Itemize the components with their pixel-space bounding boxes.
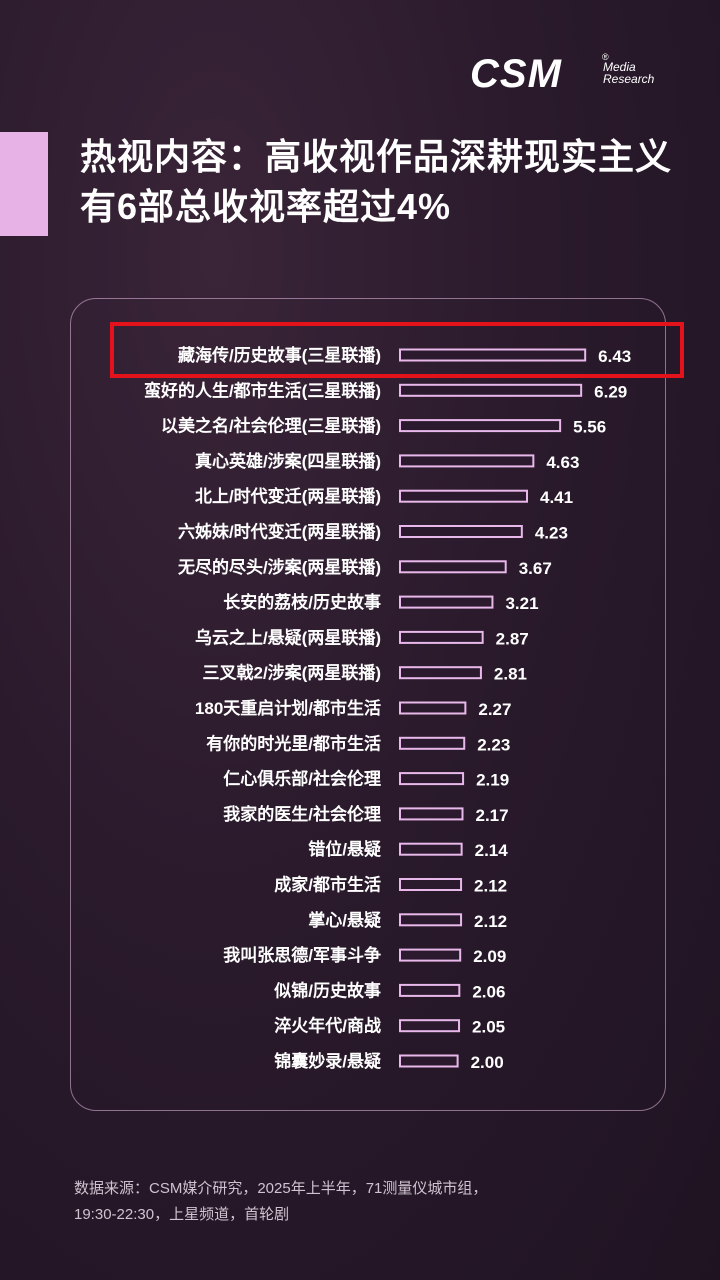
value-label: 2.19 bbox=[476, 771, 509, 790]
value-label: 2.27 bbox=[478, 700, 511, 719]
page-title: 热视内容：高收视作品深耕现实主义 有6部总收视率超过4% bbox=[80, 132, 700, 232]
value-label: 2.81 bbox=[494, 665, 527, 684]
bar bbox=[399, 842, 463, 856]
category-label: 我叫张思德/军事斗争 bbox=[223, 945, 381, 965]
bar bbox=[399, 560, 507, 574]
value-label: 5.56 bbox=[573, 418, 606, 437]
value-label: 2.14 bbox=[475, 841, 509, 860]
bar bbox=[399, 348, 587, 362]
bar bbox=[399, 807, 464, 821]
bar bbox=[399, 630, 484, 644]
category-label: 180天重启计划/都市生活 bbox=[195, 698, 381, 718]
category-label: 六姊妹/时代变迁(两星联播) bbox=[178, 522, 381, 542]
bar bbox=[399, 383, 583, 397]
value-label: 2.12 bbox=[474, 877, 507, 896]
value-label: 6.29 bbox=[594, 382, 627, 401]
value-label: 2.06 bbox=[472, 982, 505, 1001]
category-label: 锦囊妙录/悬疑 bbox=[274, 1051, 381, 1071]
accent-bar bbox=[0, 132, 48, 236]
bar bbox=[399, 772, 465, 786]
bar bbox=[399, 1054, 459, 1068]
value-label: 4.63 bbox=[546, 453, 579, 472]
value-label: 4.23 bbox=[535, 524, 568, 543]
category-label: 三叉戟2/涉案(两星联播) bbox=[203, 663, 382, 683]
category-label: 有你的时光里/都市生活 bbox=[206, 733, 381, 753]
category-label: 真心英雄/涉案(四星联播) bbox=[195, 451, 381, 471]
bar bbox=[399, 736, 466, 750]
bar bbox=[399, 948, 462, 962]
category-label: 北上/时代变迁(两星联播) bbox=[195, 486, 381, 506]
value-label: 3.21 bbox=[505, 594, 538, 613]
bar bbox=[399, 983, 461, 997]
bar bbox=[399, 666, 482, 680]
category-label: 长安的荔枝/历史故事 bbox=[223, 592, 381, 612]
value-label: 2.12 bbox=[474, 912, 507, 931]
value-label: 3.67 bbox=[519, 559, 552, 578]
title-line-1: 热视内容：高收视作品深耕现实主义 bbox=[80, 136, 673, 177]
category-label: 错位/悬疑 bbox=[308, 839, 381, 859]
bar bbox=[399, 454, 535, 468]
source-note-line-1: 数据来源：CSM媒介研究，2025年上半年，71测量仪城市组， bbox=[74, 1180, 488, 1197]
category-label: 似锦/历史故事 bbox=[273, 980, 381, 1000]
bar bbox=[399, 595, 494, 609]
logo-subtitle-line1: Media bbox=[603, 60, 636, 74]
bar bbox=[399, 701, 467, 715]
source-note-line-2: 19:30-22:30，上星频道，首轮剧 bbox=[74, 1206, 290, 1223]
bar bbox=[399, 419, 562, 433]
value-label: 2.23 bbox=[477, 735, 510, 754]
bar bbox=[399, 878, 463, 891]
source-note: 数据来源：CSM媒介研究，2025年上半年，71测量仪城市组， 19:30-22… bbox=[74, 1176, 694, 1228]
value-label: 2.17 bbox=[475, 806, 508, 825]
value-label: 2.09 bbox=[473, 947, 506, 966]
logo-subtitle: Media Research bbox=[603, 61, 654, 85]
category-label: 蛮好的人生/都市生活(三星联播) bbox=[144, 380, 381, 400]
logo-wordmark: CSM bbox=[470, 52, 562, 96]
value-label: 2.05 bbox=[472, 1018, 505, 1037]
bar bbox=[399, 489, 529, 503]
bar bbox=[399, 913, 463, 927]
highlight-box bbox=[110, 322, 684, 378]
bar bbox=[399, 525, 523, 538]
category-label: 乌云之上/悬疑(两星联播) bbox=[195, 627, 381, 647]
title-line-2: 有6部总收视率超过4% bbox=[80, 186, 452, 227]
category-label: 藏海传/历史故事(三星联播) bbox=[178, 345, 381, 365]
value-label: 6.43 bbox=[598, 347, 631, 366]
logo-registered-mark: ® bbox=[602, 52, 609, 62]
value-label: 4.41 bbox=[540, 488, 573, 507]
logo-subtitle-line2: Research bbox=[603, 72, 655, 86]
category-label: 仁心俱乐部/社会伦理 bbox=[223, 769, 381, 789]
category-label: 我家的医生/社会伦理 bbox=[223, 804, 381, 824]
bar bbox=[399, 1019, 461, 1033]
category-label: 成家/都市生活 bbox=[274, 875, 381, 895]
chart-panel bbox=[70, 298, 666, 1111]
category-label: 淬火年代/商战 bbox=[274, 1016, 381, 1036]
category-label: 以美之名/社会伦理(三星联播) bbox=[161, 416, 381, 436]
category-label: 无尽的尽头/涉案(两星联播) bbox=[177, 557, 381, 577]
csm-logo: CSM ® Media Research bbox=[470, 52, 670, 96]
category-label: 掌心/悬疑 bbox=[308, 910, 381, 930]
value-label: 2.87 bbox=[496, 629, 529, 648]
value-label: 2.00 bbox=[471, 1053, 504, 1072]
